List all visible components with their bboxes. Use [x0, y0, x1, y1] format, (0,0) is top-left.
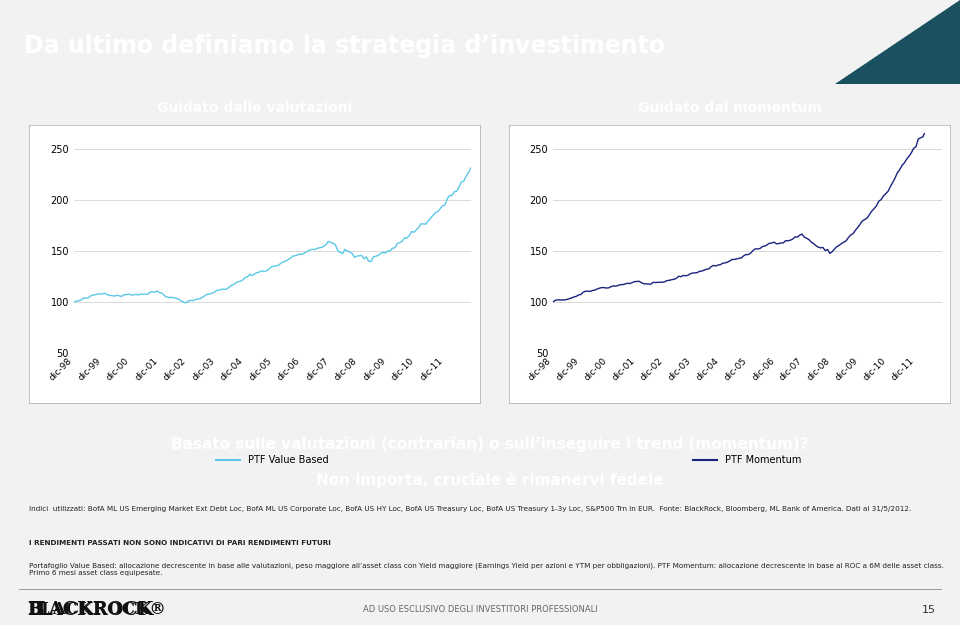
- Text: BLACKROCK®: BLACKROCK®: [27, 601, 166, 618]
- Text: LACKROCK: LACKROCK: [36, 601, 154, 619]
- Text: Portafoglio Value Based: allocazione decrescente in base alle valutazioni, peso : Portafoglio Value Based: allocazione dec…: [29, 562, 944, 576]
- Text: Non importa, cruciale è rimanervi fedele: Non importa, cruciale è rimanervi fedele: [316, 472, 663, 489]
- Text: 15: 15: [922, 604, 936, 614]
- Text: Indici  utilizzati: BofA ML US Emerging Market Ext Debt Loc, BofA ML US Corporat: Indici utilizzati: BofA ML US Emerging M…: [29, 506, 911, 512]
- Text: B: B: [27, 601, 43, 619]
- Text: Guidato dalle valutazioni: Guidato dalle valutazioni: [156, 101, 352, 115]
- Legend: PTF Value Based: PTF Value Based: [212, 451, 333, 469]
- Text: AD USO ESCLUSIVO DEGLI INVESTITORI PROFESSIONALI: AD USO ESCLUSIVO DEGLI INVESTITORI PROFE…: [363, 605, 597, 614]
- Legend: PTF Momentum: PTF Momentum: [689, 451, 805, 469]
- Polygon shape: [835, 0, 960, 84]
- Text: Guidato dal momentum: Guidato dal momentum: [637, 101, 822, 115]
- Text: I RENDIMENTI PASSATI NON SONO INDICATIVI DI PARI RENDIMENTI FUTURI: I RENDIMENTI PASSATI NON SONO INDICATIVI…: [29, 540, 330, 546]
- Text: Basato sulle valutazioni (contrarian) o sull’inseguire i trend (momentum)?: Basato sulle valutazioni (contrarian) o …: [171, 437, 808, 452]
- Text: Da ultimo definiamo la strategia d’investimento: Da ultimo definiamo la strategia d’inves…: [24, 34, 665, 58]
